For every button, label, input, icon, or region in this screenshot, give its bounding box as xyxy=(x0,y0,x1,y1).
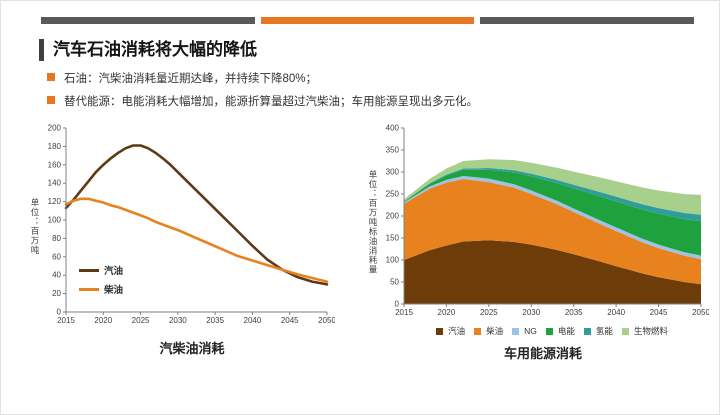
svg-text:180: 180 xyxy=(48,142,62,151)
charts-area: 单位：百万吨 0 20 40 60 80 100 120 140 160 180 200 2015 20… xyxy=(1,121,719,362)
legend-swatch xyxy=(621,327,629,335)
accent-bar-right xyxy=(480,17,695,24)
bullet-list: 石油：汽柴油消耗量近期达峰，并持续下降80%； 替代能源：电能消耗大幅增加，能源… xyxy=(47,70,719,109)
legend-swatch xyxy=(474,327,482,335)
svg-text:2020: 2020 xyxy=(94,316,112,325)
svg-text:2050: 2050 xyxy=(318,316,335,325)
svg-text:2030: 2030 xyxy=(522,308,540,317)
svg-text:100: 100 xyxy=(386,256,400,265)
bullet-square-icon xyxy=(47,96,55,105)
svg-text:2035: 2035 xyxy=(565,308,583,317)
svg-text:2025: 2025 xyxy=(132,316,150,325)
legend-label: 电能 xyxy=(557,326,575,337)
bullet-text: 替代能源：电能消耗大幅增加，能源折算量超过汽柴油；车用能源呈现出多元化。 xyxy=(64,96,478,109)
svg-text:250: 250 xyxy=(386,190,400,199)
accent-bar-left xyxy=(41,17,255,24)
legend-label: 生物燃料 xyxy=(633,326,668,337)
svg-text:100: 100 xyxy=(48,216,62,225)
svg-text:160: 160 xyxy=(48,160,62,169)
bullet-square-icon xyxy=(47,73,55,82)
svg-text:2035: 2035 xyxy=(206,316,224,325)
legend-item: 柴油 xyxy=(79,282,123,296)
line-chart-legend: 汽油 柴油 xyxy=(79,263,123,296)
legend-label: 氢能 xyxy=(595,326,613,337)
legend-item: 汽油 xyxy=(436,325,465,337)
bullet-item: 石油：汽柴油消耗量近期达峰，并持续下降80%； xyxy=(47,70,719,86)
area-chart-title: 车用能源消耗 xyxy=(503,346,582,362)
area-chart-legend: 汽油 柴油 NG 电能 氢能 生物燃料 xyxy=(367,325,719,337)
header-accent-bars xyxy=(41,17,695,24)
svg-text:400: 400 xyxy=(386,124,400,133)
svg-text:2020: 2020 xyxy=(438,308,456,317)
svg-text:2015: 2015 xyxy=(395,308,413,317)
svg-text:0: 0 xyxy=(57,308,62,317)
legend-label: NG xyxy=(524,326,537,337)
bullet-text: 石油：汽柴油消耗量近期达峰，并持续下降80%； xyxy=(64,73,318,86)
legend-label: 汽油 xyxy=(104,266,124,278)
svg-text:2025: 2025 xyxy=(480,308,498,317)
svg-text:300: 300 xyxy=(386,168,400,177)
svg-text:2015: 2015 xyxy=(57,316,75,325)
legend-swatch xyxy=(583,327,591,335)
stacked-area-chart: 0 50 100 150 200 250 300 350 400 2015 2020 2025 2030… xyxy=(386,124,711,318)
svg-text:60: 60 xyxy=(52,252,61,261)
svg-text:200: 200 xyxy=(48,124,62,133)
legend-swatch xyxy=(79,287,99,291)
svg-text:2030: 2030 xyxy=(169,316,187,325)
legend-swatch xyxy=(512,327,520,335)
legend-item: NG xyxy=(512,325,537,337)
legend-swatch xyxy=(79,268,99,272)
svg-text:2040: 2040 xyxy=(607,308,625,317)
svg-text:50: 50 xyxy=(390,278,399,287)
svg-text:80: 80 xyxy=(52,234,61,243)
svg-text:350: 350 xyxy=(386,146,400,155)
svg-text:140: 140 xyxy=(48,179,62,188)
legend-label: 柴油 xyxy=(486,326,504,337)
legend-item: 氢能 xyxy=(583,325,613,337)
legend-item: 汽油 xyxy=(79,263,123,277)
bullet-item: 替代能源：电能消耗大幅增加，能源折算量超过汽柴油；车用能源呈现出多元化。 xyxy=(47,93,719,109)
legend-label: 柴油 xyxy=(104,285,124,297)
svg-text:120: 120 xyxy=(48,197,62,206)
line-chart-block: 单位：百万吨 0 20 40 60 80 100 120 140 160 180 200 2015 20… xyxy=(29,121,355,362)
line-chart-title: 汽柴油消耗 xyxy=(159,341,225,357)
slide-title: 汽车石油消耗将大幅的降低 xyxy=(39,39,719,62)
svg-text:20: 20 xyxy=(52,289,61,298)
svg-text:2040: 2040 xyxy=(244,316,262,325)
legend-item: 电能 xyxy=(545,325,575,337)
svg-text:150: 150 xyxy=(386,234,400,243)
legend-item: 生物燃料 xyxy=(621,325,668,337)
accent-bar-center xyxy=(260,17,475,24)
svg-text:2045: 2045 xyxy=(650,308,668,317)
legend-swatch xyxy=(436,327,444,335)
svg-text:2050: 2050 xyxy=(692,308,709,317)
area-chart-block: 单位：百万吨标油消耗量 0 50 100 150 200 250 300 350 400 2015… xyxy=(367,121,719,362)
line-chart-ylabel: 单位：百万吨 xyxy=(30,198,40,256)
area-chart-ylabel: 单位：百万吨标油消耗量 xyxy=(368,170,378,275)
svg-text:200: 200 xyxy=(386,212,400,221)
legend-swatch xyxy=(545,327,553,335)
svg-text:2045: 2045 xyxy=(281,316,299,325)
svg-text:0: 0 xyxy=(395,300,400,309)
legend-item: 柴油 xyxy=(474,325,503,337)
svg-text:40: 40 xyxy=(52,271,61,280)
legend-label: 汽油 xyxy=(448,326,466,337)
